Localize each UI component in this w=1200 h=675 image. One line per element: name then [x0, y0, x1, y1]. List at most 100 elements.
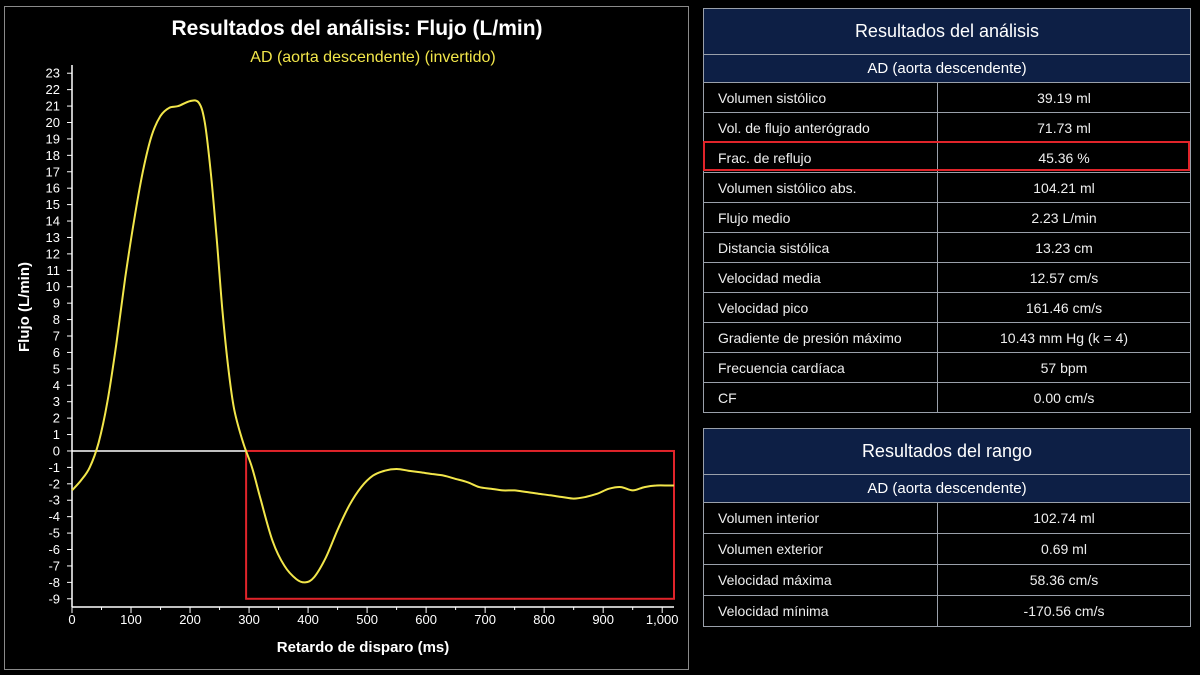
- x-tick-label: 1,000: [646, 612, 679, 627]
- table-row: Gradiente de presión máximo 10.43 mm Hg (…: [703, 322, 1191, 353]
- table-row-highlighted: Frac. de reflujo 45.36 %: [703, 142, 1191, 173]
- x-tick-label: 700: [474, 612, 496, 627]
- y-tick-label: 11: [47, 263, 61, 278]
- highlight-box: [245, 449, 675, 600]
- row-value: -170.56 cm/s: [937, 595, 1191, 627]
- table-row: Volumen exterior 0.69 ml: [703, 533, 1191, 565]
- analysis-table-title: Resultados del análisis: [703, 8, 1191, 55]
- chart-title: Resultados del análisis: Flujo (L/min): [171, 17, 542, 40]
- row-value: 71.73 ml: [937, 112, 1191, 143]
- row-value: 57 bpm: [937, 352, 1191, 383]
- y-axis-label: Flujo (L/min): [16, 262, 33, 352]
- y-tick-label: 2: [53, 411, 60, 426]
- x-tick-label: 800: [533, 612, 555, 627]
- x-tick-label: 600: [415, 612, 437, 627]
- y-tick-label: 13: [46, 230, 60, 245]
- x-tick-label: 900: [592, 612, 614, 627]
- y-tick-label: -9: [48, 591, 60, 606]
- x-axis-label: Retardo de disparo (ms): [277, 639, 450, 656]
- row-label: Gradiente de presión máximo: [703, 322, 938, 353]
- table-row: Volumen sistólico abs. 104.21 ml: [703, 172, 1191, 203]
- x-tick-label: 200: [179, 612, 201, 627]
- table-row: Velocidad mínima -170.56 cm/s: [703, 595, 1191, 627]
- table-row: Distancia sistólica 13.23 cm: [703, 232, 1191, 263]
- y-tick-label: 0: [53, 443, 60, 458]
- y-tick-label: 22: [46, 82, 60, 97]
- row-value: 39.19 ml: [937, 82, 1191, 113]
- x-tick-label: 0: [68, 612, 75, 627]
- range-results-table: Resultados del rango AD (aorta descenden…: [703, 428, 1191, 627]
- table-row: Velocidad máxima 58.36 cm/s: [703, 564, 1191, 596]
- table-row: Velocidad pico 161.46 cm/s: [703, 292, 1191, 323]
- row-label: Velocidad media: [703, 262, 938, 293]
- row-label: Volumen sistólico abs.: [703, 172, 938, 203]
- flow-series-line: [71, 99, 674, 584]
- y-tick-label: 7: [53, 329, 60, 344]
- y-tick-label: -1: [48, 460, 60, 475]
- row-value: 12.57 cm/s: [937, 262, 1191, 293]
- row-label: Velocidad pico: [703, 292, 938, 323]
- range-table-title: Resultados del rango: [703, 428, 1191, 475]
- row-label: Vol. de flujo anterógrado: [703, 112, 938, 143]
- y-tick-label: 23: [46, 66, 60, 81]
- y-tick-label: -2: [48, 476, 60, 491]
- table-row: Flujo medio 2.23 L/min: [703, 202, 1191, 233]
- row-label: Distancia sistólica: [703, 232, 938, 263]
- x-tick-label: 400: [297, 612, 319, 627]
- y-tick-label: 6: [53, 345, 60, 360]
- table-row: Volumen interior 102.74 ml: [703, 502, 1191, 534]
- x-tick-label: 100: [120, 612, 142, 627]
- x-tick-label: 300: [238, 612, 260, 627]
- analysis-table-subtitle: AD (aorta descendente): [703, 54, 1191, 83]
- row-value: 104.21 ml: [937, 172, 1191, 203]
- range-table-subtitle: AD (aorta descendente): [703, 474, 1191, 503]
- table-row: Frecuencia cardíaca 57 bpm: [703, 352, 1191, 383]
- y-tick-label: -7: [48, 558, 60, 573]
- y-tick-label: 12: [46, 246, 60, 261]
- row-value: 58.36 cm/s: [937, 564, 1191, 596]
- row-label: Frac. de reflujo: [703, 142, 938, 173]
- chart-subtitle: AD (aorta descendente) (invertido): [250, 49, 495, 66]
- row-value: 161.46 cm/s: [937, 292, 1191, 323]
- y-tick-label: -5: [48, 526, 60, 541]
- y-tick-label: 18: [46, 148, 60, 163]
- y-tick-label: -3: [48, 493, 60, 508]
- y-tick-label: -4: [48, 509, 60, 524]
- row-value: 2.23 L/min: [937, 202, 1191, 233]
- row-value: 10.43 mm Hg (k = 4): [937, 322, 1191, 353]
- y-tick-label: 19: [46, 131, 60, 146]
- row-label: Volumen interior: [703, 502, 938, 534]
- row-label: Velocidad mínima: [703, 595, 938, 627]
- row-label: Volumen exterior: [703, 533, 938, 565]
- y-tick-label: 20: [46, 115, 60, 130]
- row-label: Frecuencia cardíaca: [703, 352, 938, 383]
- y-tick-label: 4: [53, 378, 60, 393]
- y-tick-label: 14: [46, 214, 60, 229]
- row-label: Velocidad máxima: [703, 564, 938, 596]
- analysis-results-table: Resultados del análisis AD (aorta descen…: [703, 8, 1191, 413]
- row-value: 13.23 cm: [937, 232, 1191, 263]
- row-value: 0.69 ml: [937, 533, 1191, 565]
- row-label: CF: [703, 382, 938, 413]
- y-tick-label: 16: [46, 181, 60, 196]
- y-tick-label: 21: [46, 99, 60, 114]
- y-tick-label: 15: [46, 197, 60, 212]
- y-tick-label: 5: [53, 361, 60, 376]
- y-tick-label: 10: [46, 279, 60, 294]
- row-value: 0.00 cm/s: [937, 382, 1191, 413]
- chart-panel: Resultados del análisis: Flujo (L/min) AD…: [4, 6, 689, 670]
- row-value: 102.74 ml: [937, 502, 1191, 534]
- y-tick-label: 8: [53, 312, 60, 327]
- row-label: Flujo medio: [703, 202, 938, 233]
- flow-chart: Resultados del análisis: Flujo (L/min) AD…: [16, 17, 679, 656]
- y-tick-label: -6: [48, 542, 60, 557]
- table-row: CF 0.00 cm/s: [703, 382, 1191, 413]
- row-label: Volumen sistólico: [703, 82, 938, 113]
- table-row: Volumen sistólico 39.19 ml: [703, 82, 1191, 113]
- table-row: Velocidad media 12.57 cm/s: [703, 262, 1191, 293]
- x-tick-label: 500: [356, 612, 378, 627]
- y-tick-label: 3: [53, 394, 60, 409]
- y-tick-label: 9: [53, 296, 60, 311]
- y-tick-label: 1: [53, 427, 60, 442]
- y-tick-label: -8: [48, 575, 60, 590]
